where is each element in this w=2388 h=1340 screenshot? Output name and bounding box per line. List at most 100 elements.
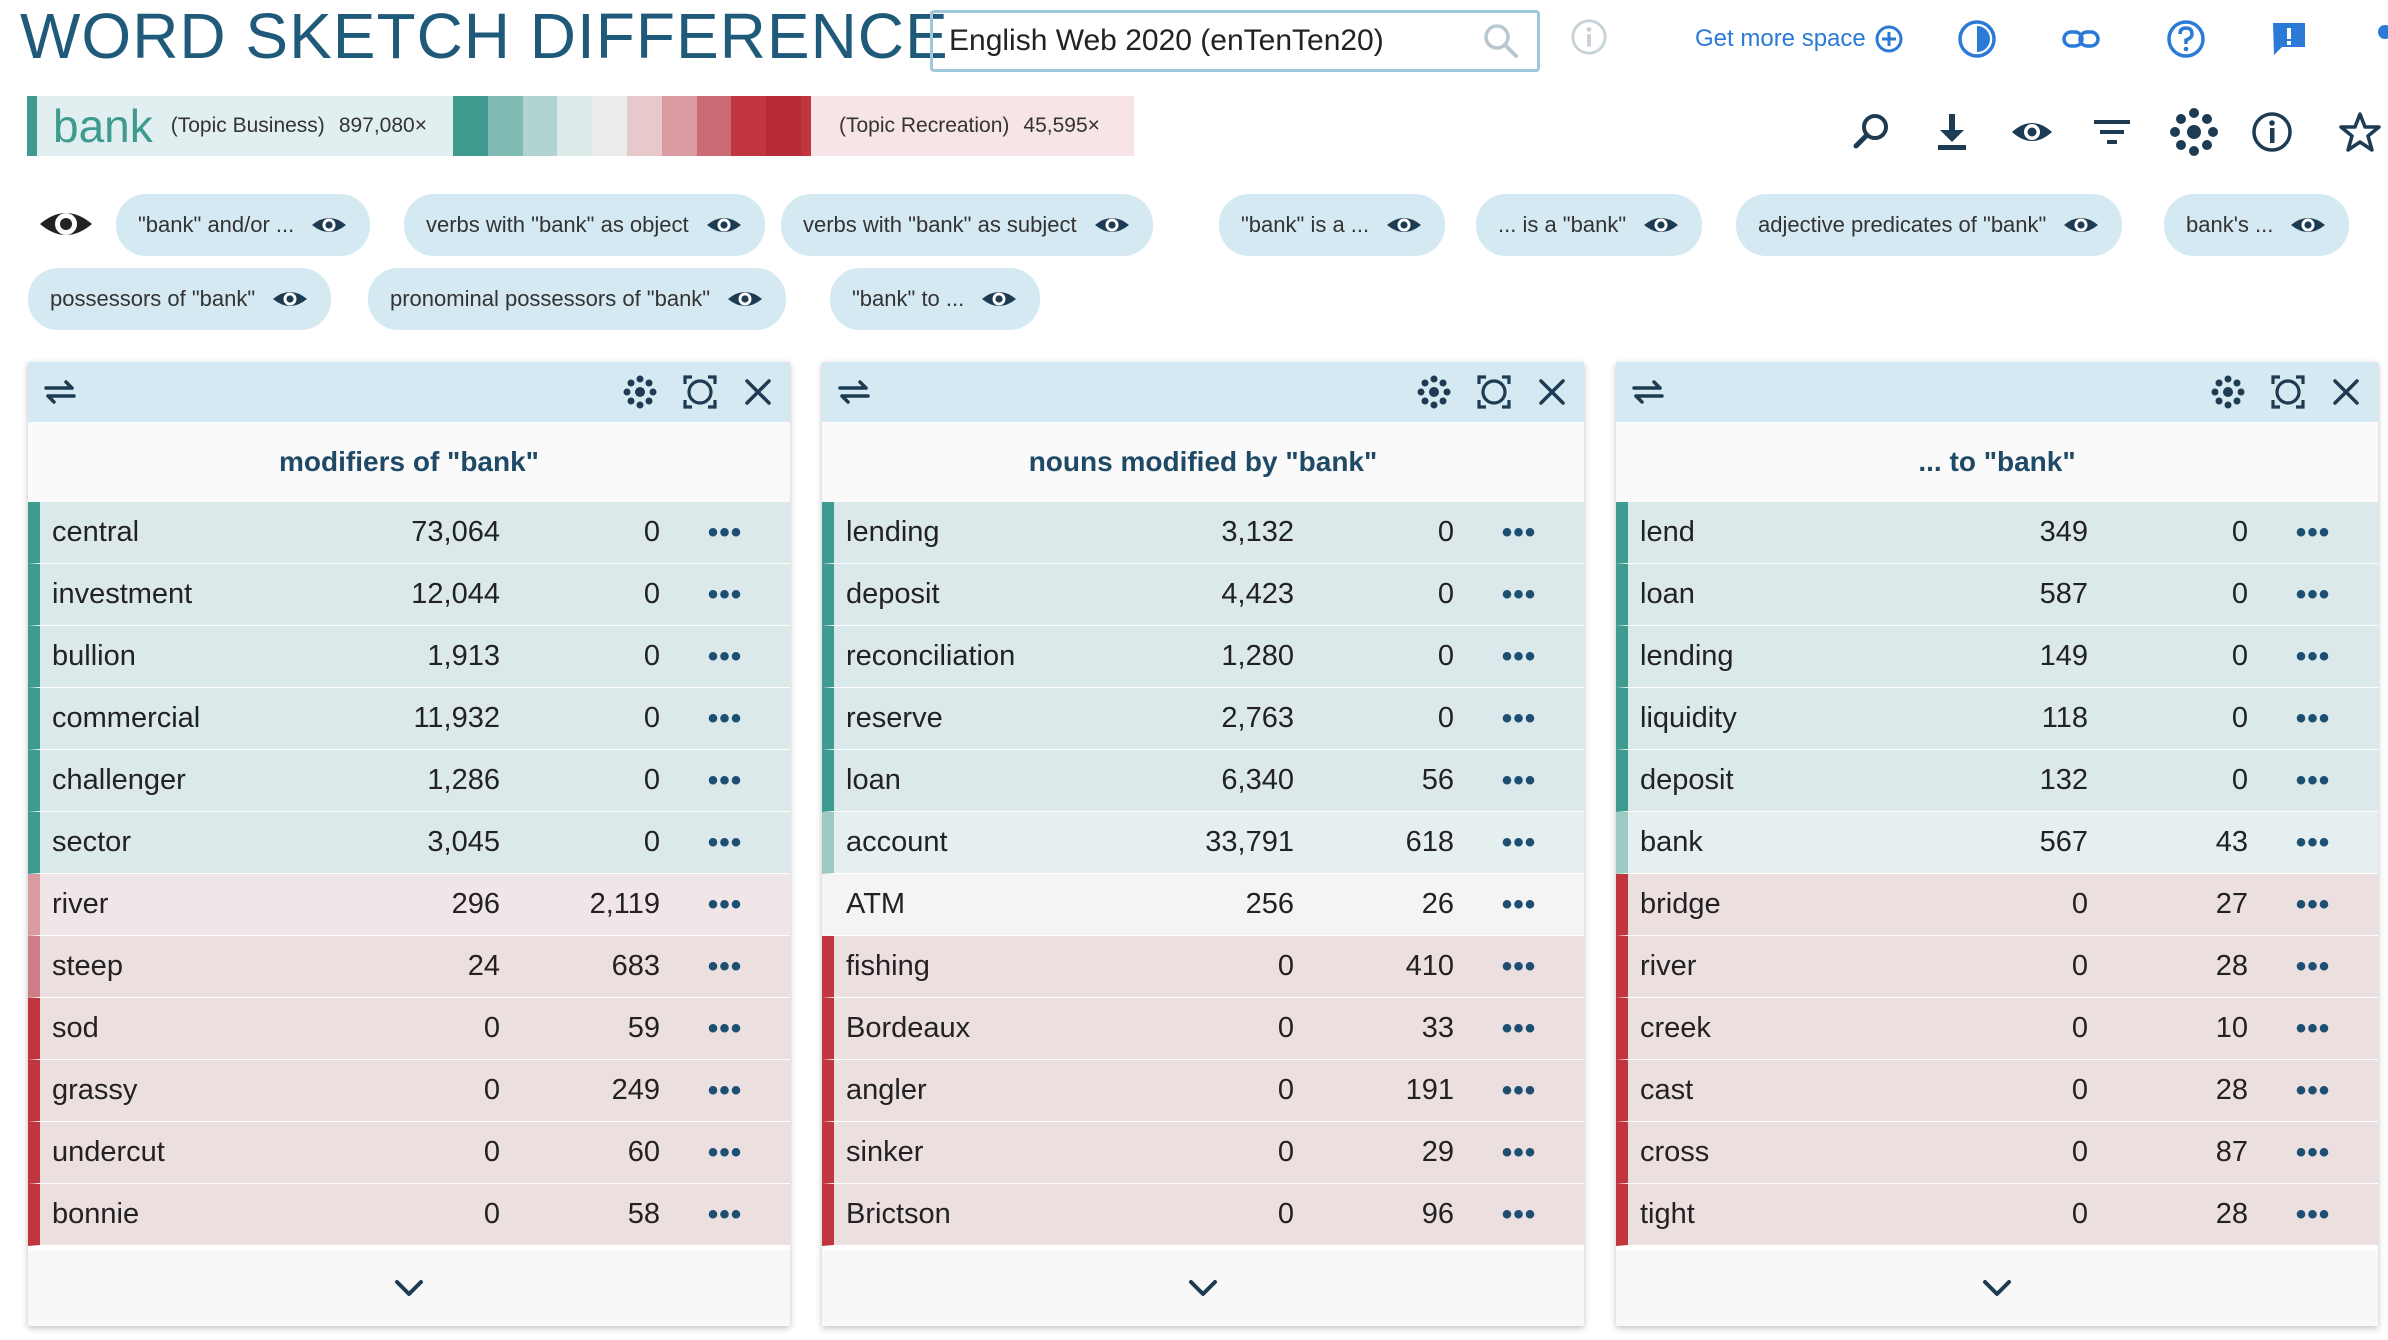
collocate-word[interactable]: Brictson (846, 1198, 951, 1230)
collocate-word[interactable]: fishing (846, 950, 930, 982)
visualize-icon[interactable] (1416, 374, 1452, 410)
eye-icon[interactable] (980, 286, 1018, 312)
table-row[interactable]: Brictson 0 96 ••• (822, 1184, 1584, 1246)
more-options-icon[interactable]: ••• (1501, 887, 1537, 921)
more-options-icon[interactable]: ••• (1501, 701, 1537, 735)
theme-icon[interactable] (1956, 18, 1998, 60)
collocate-word[interactable]: bonnie (52, 1198, 140, 1230)
more-options-icon[interactable]: ••• (707, 763, 743, 797)
collocate-word[interactable]: lending (1640, 640, 1734, 672)
more-options-icon[interactable]: ••• (1501, 1135, 1537, 1169)
table-row[interactable]: tight 0 28 ••• (1616, 1184, 2378, 1246)
table-row[interactable]: account 33,791 618 ••• (822, 812, 1584, 874)
more-options-icon[interactable]: ••• (707, 887, 743, 921)
table-row[interactable]: lend 349 0 ••• (1616, 502, 2378, 564)
more-options-icon[interactable]: ••• (707, 1011, 743, 1045)
table-row[interactable]: bonnie 0 58 ••• (28, 1184, 790, 1246)
table-row[interactable]: fishing 0 410 ••• (822, 936, 1584, 998)
table-row[interactable]: sector 3,045 0 ••• (28, 812, 790, 874)
collocate-word[interactable]: reserve (846, 702, 943, 734)
info-icon[interactable] (1570, 18, 1608, 56)
collocate-word[interactable]: lend (1640, 516, 1695, 548)
chevron-down-icon[interactable] (1979, 1276, 2015, 1300)
collocate-word[interactable]: grassy (52, 1074, 138, 1106)
collocate-word[interactable]: sinker (846, 1136, 924, 1168)
collocate-word[interactable]: river (52, 888, 109, 920)
collocate-word[interactable]: deposit (1640, 764, 1734, 796)
collocate-word[interactable]: lending (846, 516, 940, 548)
get-more-space-link[interactable]: Get more space (1695, 24, 1904, 54)
table-row[interactable]: cast 0 28 ••• (1616, 1060, 2378, 1122)
collocate-word[interactable]: bridge (1640, 888, 1721, 920)
close-icon[interactable] (740, 374, 776, 410)
table-row[interactable]: undercut 0 60 ••• (28, 1122, 790, 1184)
eye-icon[interactable] (1385, 212, 1423, 238)
chevron-down-icon[interactable] (391, 1276, 427, 1300)
filter-icon[interactable] (2090, 110, 2134, 154)
more-options-icon[interactable]: ••• (2295, 763, 2331, 797)
eye-icon[interactable] (1642, 212, 1680, 238)
collocate-word[interactable]: sector (52, 826, 131, 858)
table-row[interactable]: sod 0 59 ••• (28, 998, 790, 1060)
relation-chip[interactable]: pronominal possessors of "bank" (368, 268, 787, 330)
collocate-word[interactable]: bank (1640, 826, 1703, 858)
relation-chip[interactable]: verbs with "bank" as object (404, 194, 765, 256)
relation-chip[interactable]: verbs with "bank" as subject (781, 194, 1153, 256)
user-icon[interactable] (2365, 18, 2388, 60)
relation-chip[interactable]: ... is a "bank" (1476, 194, 1703, 256)
eye-icon[interactable] (705, 212, 743, 238)
collocate-word[interactable]: cross (1640, 1136, 1710, 1168)
table-row[interactable]: sinker 0 29 ••• (822, 1122, 1584, 1184)
visualize-icon[interactable] (2168, 106, 2220, 158)
search-icon[interactable] (1481, 21, 1521, 61)
link-icon[interactable] (2060, 18, 2102, 60)
collocate-word[interactable]: angler (846, 1074, 927, 1106)
more-options-icon[interactable]: ••• (2295, 825, 2331, 859)
collocate-word[interactable]: bullion (52, 640, 136, 672)
feedback-icon[interactable] (2268, 18, 2310, 60)
more-options-icon[interactable]: ••• (2295, 639, 2331, 673)
visualize-icon[interactable] (622, 374, 658, 410)
table-row[interactable]: reconciliation 1,280 0 ••• (822, 626, 1584, 688)
info-circle-icon[interactable] (2250, 110, 2294, 154)
table-row[interactable]: steep 24 683 ••• (28, 936, 790, 998)
more-options-icon[interactable]: ••• (2295, 577, 2331, 611)
table-row[interactable]: reserve 2,763 0 ••• (822, 688, 1584, 750)
more-options-icon[interactable]: ••• (1501, 515, 1537, 549)
relation-chip[interactable]: "bank" is a ... (1219, 194, 1446, 256)
maximize-icon[interactable] (1476, 374, 1512, 410)
more-options-icon[interactable]: ••• (1501, 1197, 1537, 1231)
collocate-word[interactable]: commercial (52, 702, 201, 734)
more-options-icon[interactable]: ••• (1501, 577, 1537, 611)
table-row[interactable]: deposit 4,423 0 ••• (822, 564, 1584, 626)
collocate-word[interactable]: account (846, 826, 948, 858)
more-options-icon[interactable]: ••• (1501, 949, 1537, 983)
lemma-word[interactable]: bank (53, 100, 153, 152)
table-row[interactable]: challenger 1,286 0 ••• (28, 750, 790, 812)
eye-icon[interactable] (271, 286, 309, 312)
table-row[interactable]: bank 567 43 ••• (1616, 812, 2378, 874)
more-options-icon[interactable]: ••• (707, 701, 743, 735)
collocate-word[interactable]: challenger (52, 764, 186, 796)
toggle-all-eye-icon[interactable] (38, 204, 94, 244)
table-row[interactable]: creek 0 10 ••• (1616, 998, 2378, 1060)
corpus-selector[interactable]: English Web 2020 (enTenTen20) (930, 10, 1540, 72)
collocate-word[interactable]: cast (1640, 1074, 1694, 1106)
more-options-icon[interactable]: ••• (2295, 887, 2331, 921)
table-row[interactable]: river 0 28 ••• (1616, 936, 2378, 998)
collocate-word[interactable]: Bordeaux (846, 1012, 971, 1044)
more-options-icon[interactable]: ••• (707, 1073, 743, 1107)
collocate-word[interactable]: undercut (52, 1136, 165, 1168)
collocate-word[interactable]: loan (1640, 578, 1695, 610)
swap-icon[interactable] (42, 374, 78, 410)
table-row[interactable]: lending 149 0 ••• (1616, 626, 2378, 688)
relation-chip[interactable]: possessors of "bank" (28, 268, 332, 330)
more-options-icon[interactable]: ••• (2295, 701, 2331, 735)
swap-icon[interactable] (1630, 374, 1666, 410)
table-row[interactable]: investment 12,044 0 ••• (28, 564, 790, 626)
collocate-word[interactable]: steep (52, 950, 123, 982)
download-icon[interactable] (1930, 110, 1974, 154)
collocate-word[interactable]: investment (52, 578, 193, 610)
collocate-word[interactable]: ATM (846, 888, 906, 920)
more-options-icon[interactable]: ••• (707, 577, 743, 611)
